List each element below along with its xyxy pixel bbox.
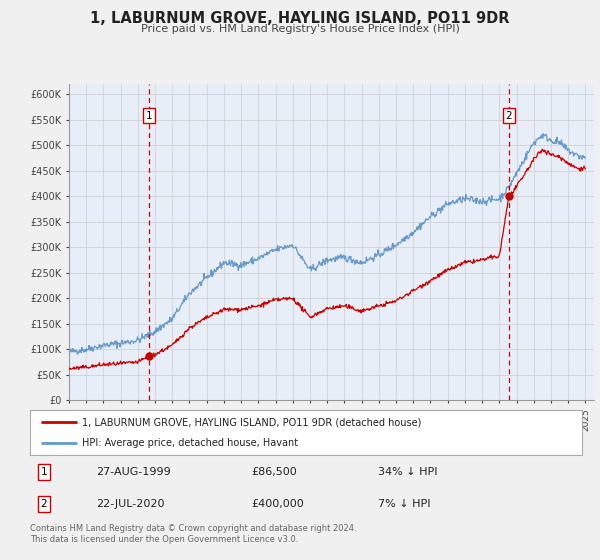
Text: Contains HM Land Registry data © Crown copyright and database right 2024.
This d: Contains HM Land Registry data © Crown c…	[30, 524, 356, 544]
Text: 1, LABURNUM GROVE, HAYLING ISLAND, PO11 9DR (detached house): 1, LABURNUM GROVE, HAYLING ISLAND, PO11 …	[82, 417, 422, 427]
Text: 2: 2	[505, 111, 512, 120]
Text: £86,500: £86,500	[251, 466, 296, 477]
Text: 7% ↓ HPI: 7% ↓ HPI	[378, 499, 430, 509]
Text: 1: 1	[146, 111, 152, 120]
Text: HPI: Average price, detached house, Havant: HPI: Average price, detached house, Hava…	[82, 437, 299, 447]
Text: Price paid vs. HM Land Registry's House Price Index (HPI): Price paid vs. HM Land Registry's House …	[140, 24, 460, 34]
Text: 1, LABURNUM GROVE, HAYLING ISLAND, PO11 9DR: 1, LABURNUM GROVE, HAYLING ISLAND, PO11 …	[90, 11, 510, 26]
Text: 2: 2	[40, 499, 47, 509]
Text: 27-AUG-1999: 27-AUG-1999	[96, 466, 171, 477]
Text: 22-JUL-2020: 22-JUL-2020	[96, 499, 165, 509]
Text: 34% ↓ HPI: 34% ↓ HPI	[378, 466, 437, 477]
Text: £400,000: £400,000	[251, 499, 304, 509]
Text: 1: 1	[40, 466, 47, 477]
